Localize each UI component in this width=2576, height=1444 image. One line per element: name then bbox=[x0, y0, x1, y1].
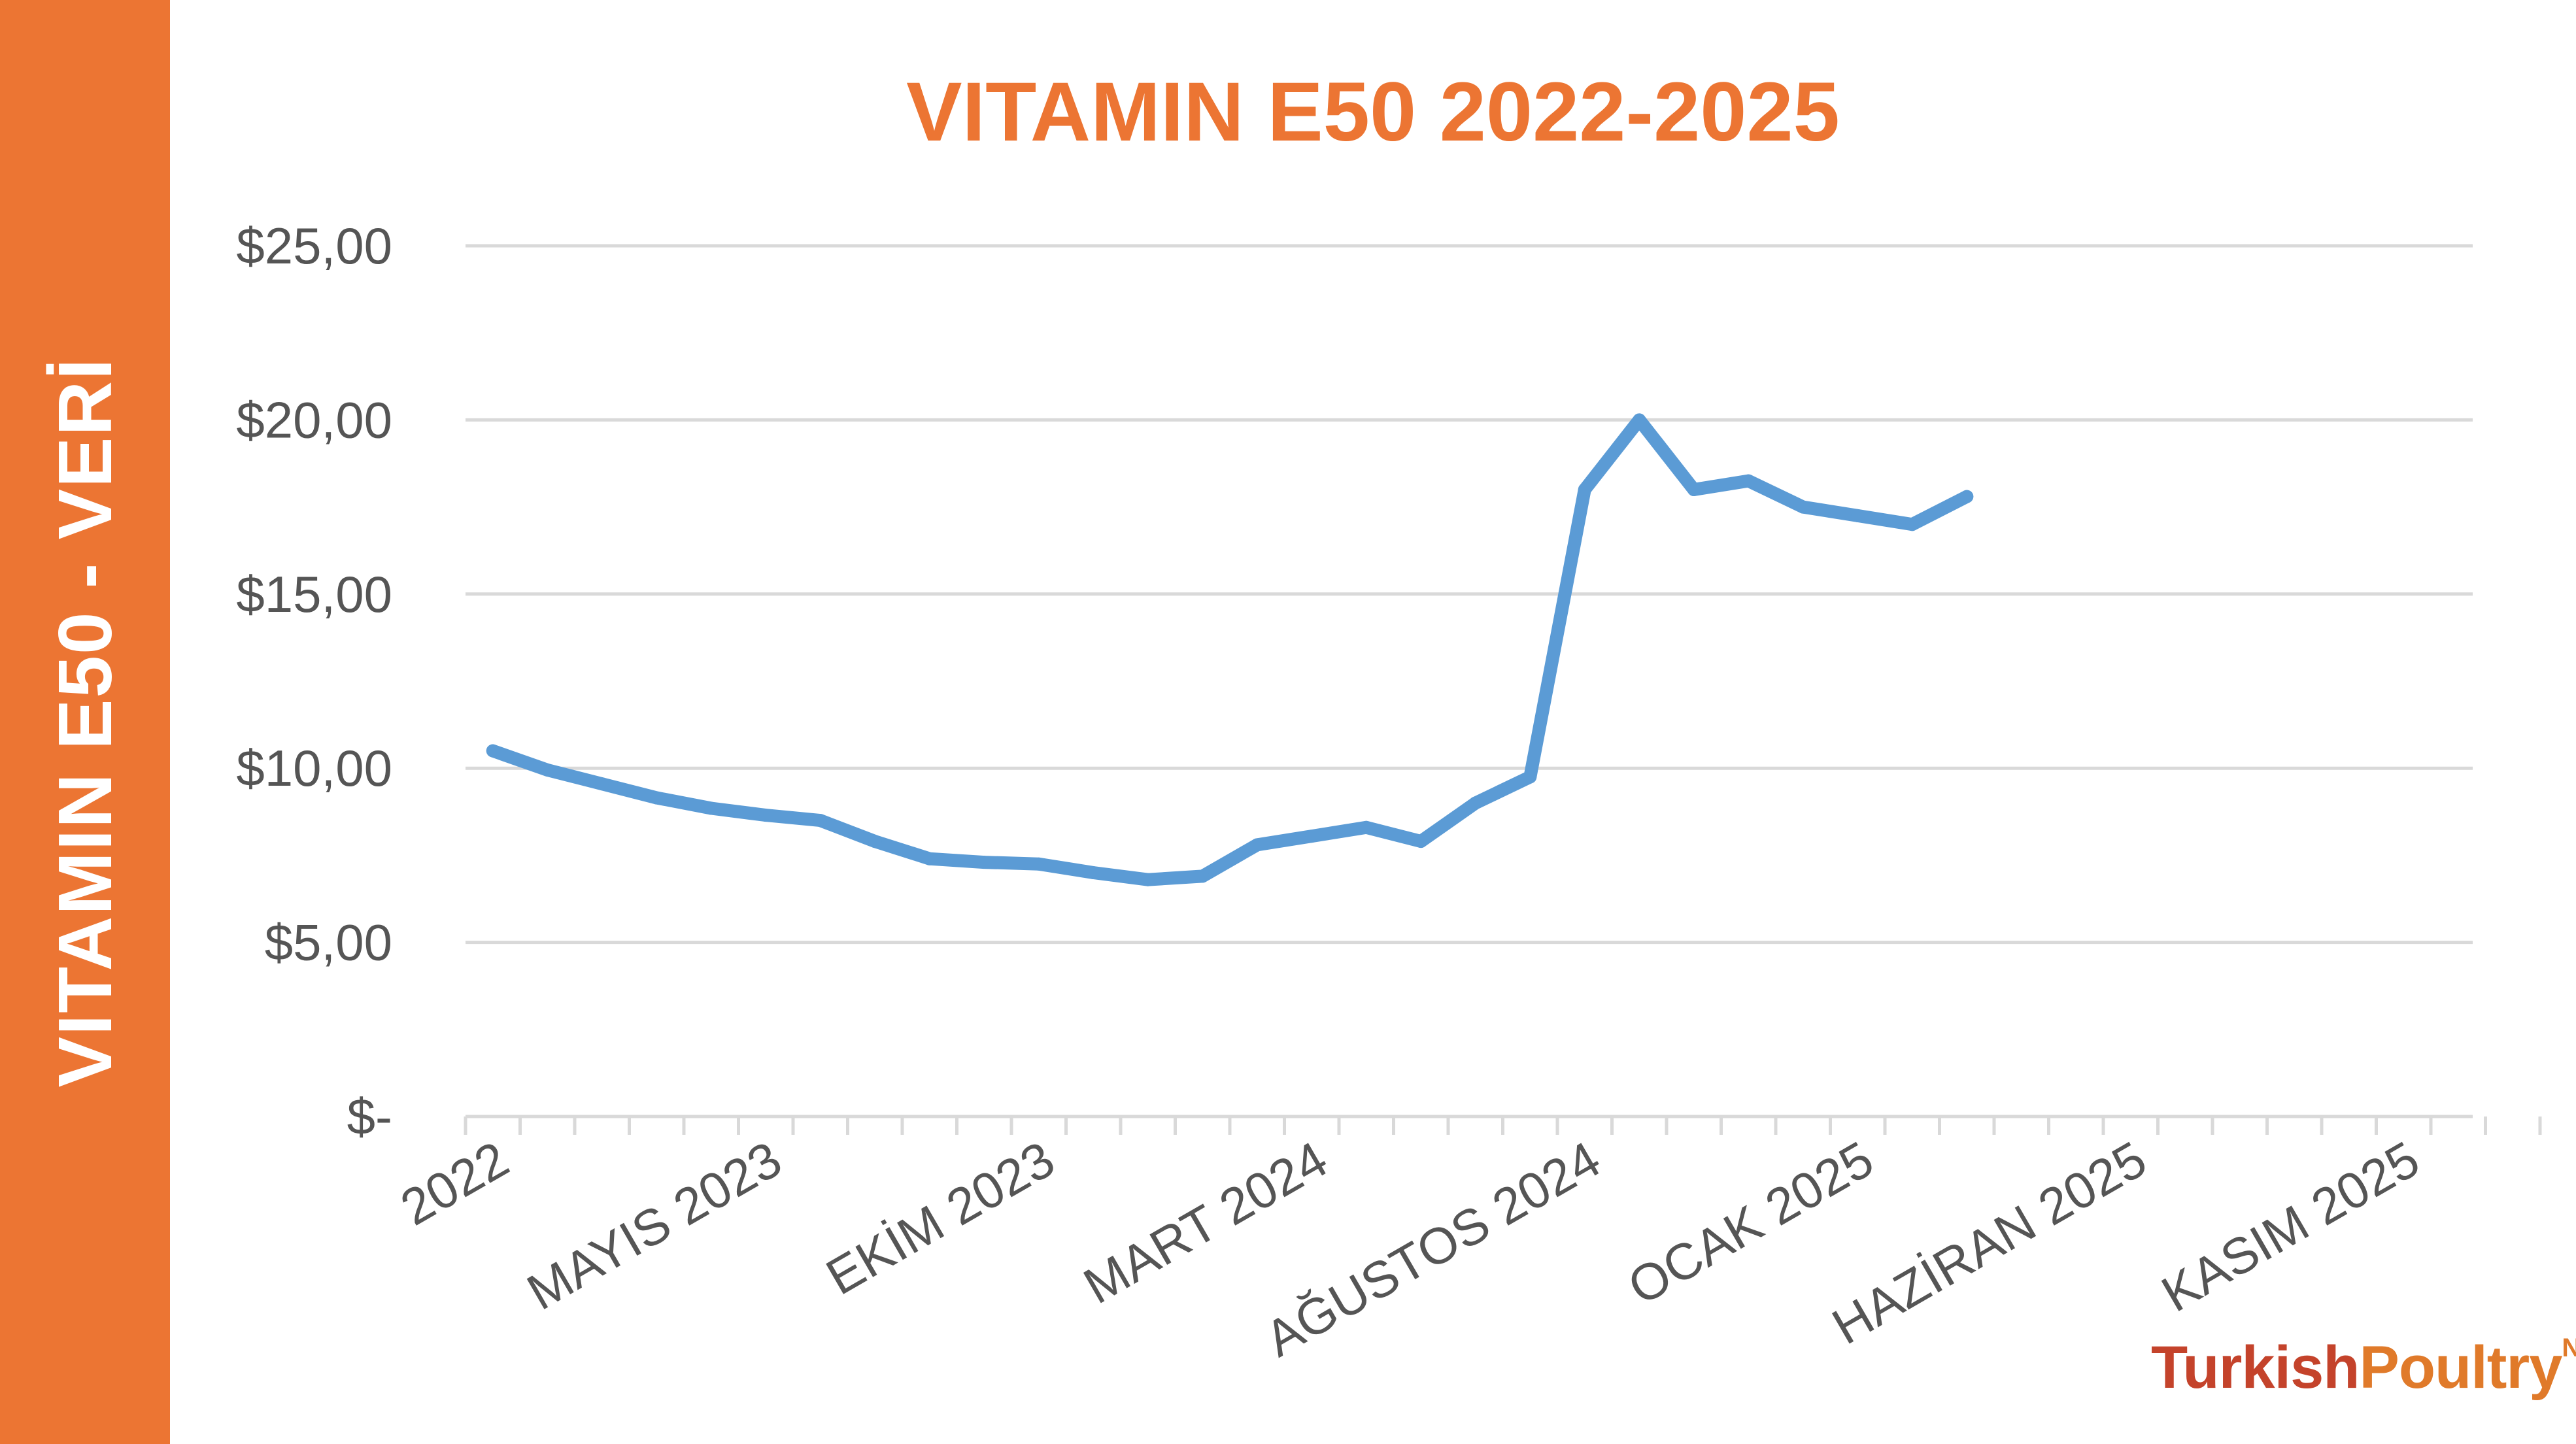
data-point bbox=[1196, 869, 1210, 883]
data-point bbox=[1687, 482, 1701, 496]
x-axis-ticks: 2022 MAYIS 2023 EKİM 2023 MART 2024AĞUSTOS … bbox=[391, 1130, 2429, 1368]
x-tick-label: 2022 bbox=[391, 1130, 518, 1237]
y-axis-ticks: $- $5,00 $10,00 $15,00 $20,00 $25,00 bbox=[236, 217, 392, 1145]
y-tick-label: $15,00 bbox=[236, 565, 392, 623]
x-tick-label: MART 2024 bbox=[1074, 1130, 1337, 1315]
data-point bbox=[595, 777, 609, 791]
y-tick-label: $25,00 bbox=[236, 217, 392, 275]
data-point bbox=[923, 852, 936, 865]
data-point bbox=[541, 763, 554, 777]
data-point bbox=[1578, 482, 1591, 496]
turkish-poultry-logo: TurkishPoultryNet bbox=[2151, 1334, 2576, 1402]
x-axis bbox=[464, 1115, 2542, 1135]
sidebar-band: VITAMIN E50 - VERİ bbox=[0, 0, 170, 1444]
y-tick-label: $- bbox=[347, 1088, 392, 1145]
data-point bbox=[1523, 770, 1537, 784]
grid-lines bbox=[466, 244, 2473, 945]
data-point bbox=[1742, 474, 1755, 488]
data-point bbox=[1414, 835, 1428, 848]
data-point bbox=[759, 809, 773, 822]
data-point bbox=[1851, 509, 1865, 522]
series-group bbox=[486, 413, 1974, 886]
y-tick-label: $5,00 bbox=[265, 914, 392, 971]
logo-word-2: Poultry bbox=[2359, 1334, 2562, 1401]
data-point bbox=[1087, 866, 1100, 880]
x-tick-label: OCAK 2025 bbox=[1618, 1130, 1882, 1316]
x-tick-label: EKİM 2023 bbox=[817, 1130, 1064, 1306]
x-tick-label: MAYIS 2023 bbox=[518, 1130, 791, 1321]
data-point bbox=[1633, 413, 1646, 427]
data-point bbox=[1305, 830, 1319, 843]
data-point bbox=[1032, 857, 1045, 871]
y-tick-label: $20,00 bbox=[236, 391, 392, 448]
series-line bbox=[486, 413, 1974, 886]
chart-title: VITAMIN E50 2022-2025 bbox=[906, 65, 1840, 159]
data-point bbox=[1796, 500, 1810, 514]
logo-suffix: Net bbox=[2562, 1334, 2576, 1362]
y-tick-label: $10,00 bbox=[236, 739, 392, 797]
data-point bbox=[977, 856, 991, 869]
data-point bbox=[813, 814, 827, 828]
data-point bbox=[1960, 490, 1974, 503]
data-point bbox=[1141, 873, 1155, 886]
data-point bbox=[1905, 518, 1919, 531]
data-point bbox=[650, 791, 664, 805]
data-point bbox=[704, 801, 718, 815]
x-tick-label: KASIM 2025 bbox=[2152, 1130, 2428, 1323]
data-point bbox=[868, 835, 882, 848]
data-point bbox=[486, 744, 500, 758]
data-point bbox=[1359, 820, 1373, 834]
data-point bbox=[1468, 796, 1482, 810]
data-point bbox=[1250, 838, 1264, 852]
logo-word-1: Turkish bbox=[2151, 1334, 2360, 1401]
